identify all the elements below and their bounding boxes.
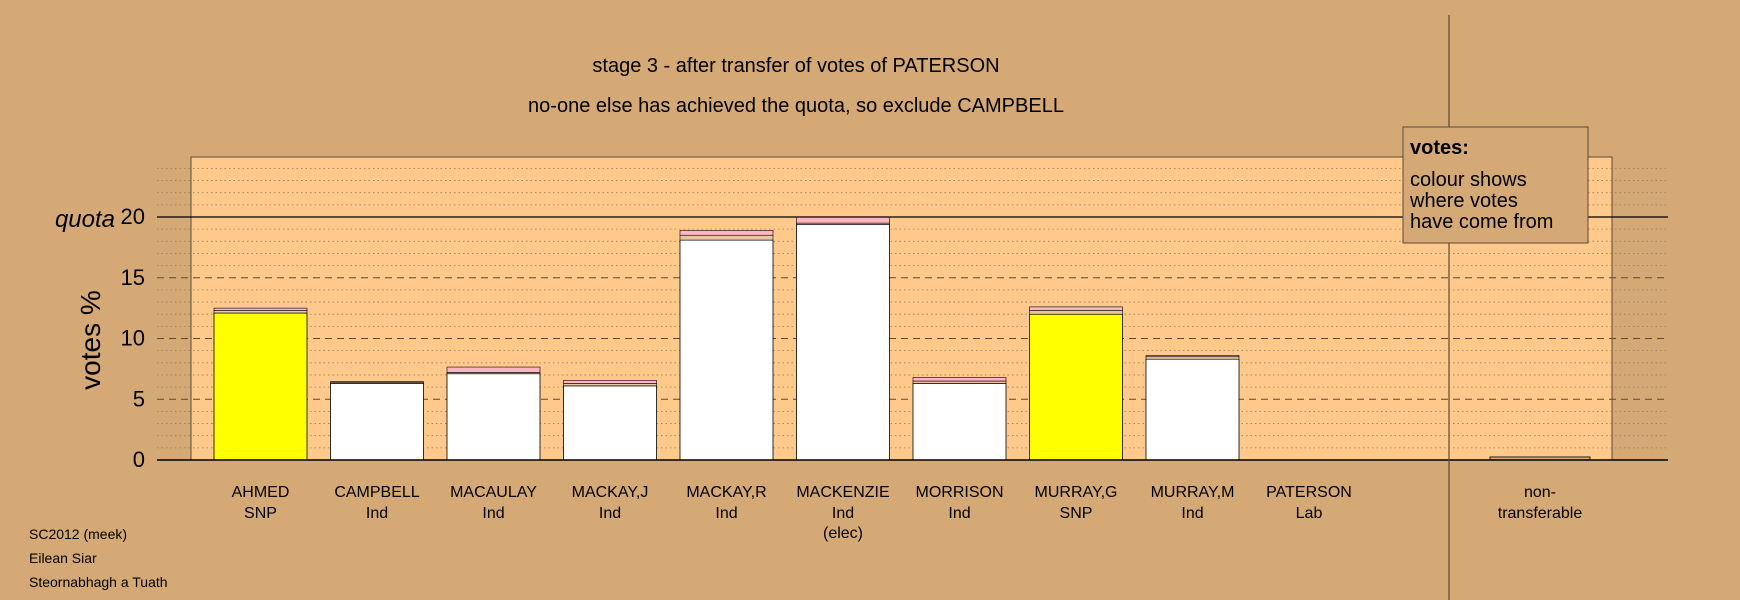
bar-segment-transfer (213, 307, 308, 311)
x-label-party: SNP (244, 505, 277, 522)
chart-title-line-1: stage 3 - after transfer of votes of PAT… (592, 55, 999, 77)
bar-campbell (330, 381, 424, 461)
bar-segment-base (563, 385, 657, 461)
y-axis-label: votes % (75, 290, 106, 390)
y-tick-label: 5 (133, 386, 145, 411)
footer: SC2012 (meek) Eilean Siar Steornabhagh a… (29, 526, 168, 590)
bar-segment-transfer (1145, 355, 1240, 358)
bar-segment-transfer (912, 380, 1007, 384)
bar-murray-m (1145, 355, 1240, 461)
bar-mackay-r (679, 230, 774, 461)
bar-segment-base (1029, 313, 1123, 461)
legend-title: votes: (1410, 137, 1469, 159)
x-label-name: MORRISON (916, 484, 1004, 501)
x-label-party: Ind (832, 505, 854, 522)
x-label-party: Ind (599, 505, 621, 522)
x-label-party: Ind (948, 505, 970, 522)
footer-line-1: SC2012 (meek) (29, 526, 127, 542)
x-label-name: MACAULAY (450, 484, 537, 501)
legend-line-3: have come from (1410, 211, 1553, 233)
bar-morrison (912, 377, 1007, 461)
x-label-name: PATERSON (1266, 484, 1352, 501)
bar-segment-base (446, 373, 541, 461)
bar-segment-transfer (1145, 356, 1240, 360)
bar-segment-transfer (912, 377, 1007, 382)
bar-murray-g (1029, 306, 1123, 461)
x-label-party: Ind (482, 505, 504, 522)
x-label-name: AHMED (232, 484, 290, 501)
x-label-nontransferable-1: non- (1524, 484, 1556, 501)
bar-segment-base (679, 239, 774, 461)
chart-title-line-2: no-one else has achieved the quota, so e… (528, 95, 1064, 117)
bar-ahmed (213, 307, 308, 461)
x-label-name: MURRAY,M (1151, 484, 1235, 501)
y-tick-label: 0 (133, 447, 145, 472)
bar-segment-transfer (213, 310, 308, 314)
bar-segment-base (330, 383, 424, 461)
bar-segment-base (1145, 358, 1240, 461)
bar-macaulay (446, 366, 541, 461)
bar-mackay-j (563, 380, 657, 461)
footer-line-2: Eilean Siar (29, 550, 97, 566)
bar-segment-transfer (796, 216, 890, 224)
bar-segment-transfer (679, 230, 774, 236)
legend-line-1: colour shows (1410, 169, 1527, 191)
bar-segment-base (796, 223, 890, 461)
bar-segment-base (912, 383, 1007, 461)
y-tick-label: 20 (121, 204, 145, 229)
x-label-name: MACKENZIE (796, 484, 889, 501)
x-label-party: Lab (1296, 505, 1323, 522)
x-label-party: Ind (366, 505, 388, 522)
x-label-party: Ind (1181, 505, 1203, 522)
x-label-nontransferable-2: transferable (1498, 505, 1583, 522)
bar-mackenzie (796, 216, 890, 461)
plot-area (190, 156, 1613, 461)
bar-segment-transfer (563, 380, 657, 384)
bar-segment-transfer (1029, 306, 1123, 311)
bar-segment-base (213, 312, 308, 461)
x-label-name: MACKAY,J (572, 484, 649, 501)
quota-label: quota (55, 206, 115, 233)
y-tick-label: 15 (121, 265, 145, 290)
bar-segment-transfer (446, 366, 541, 373)
x-label-name: CAMPBELL (334, 484, 419, 501)
bar-segment-transfer (1029, 310, 1123, 315)
bar-segment-transfer (679, 234, 774, 241)
x-label-party: SNP (1060, 505, 1093, 522)
bar-segment-transfer (330, 381, 424, 383)
y-tick-label: 10 (121, 326, 145, 351)
bar-segment-transfer (563, 383, 657, 387)
x-label-name: MACKAY,R (686, 484, 766, 501)
x-label-party: Ind (715, 505, 737, 522)
footer-line-3: Steornabhagh a Tuath (29, 574, 168, 590)
x-label-name: MURRAY,G (1035, 484, 1118, 501)
legend: votes: colour shows where votes have com… (1402, 126, 1589, 244)
legend-box (1402, 126, 1589, 244)
legend-line-2: where votes (1409, 190, 1518, 212)
x-label-note: (elec) (823, 525, 863, 542)
